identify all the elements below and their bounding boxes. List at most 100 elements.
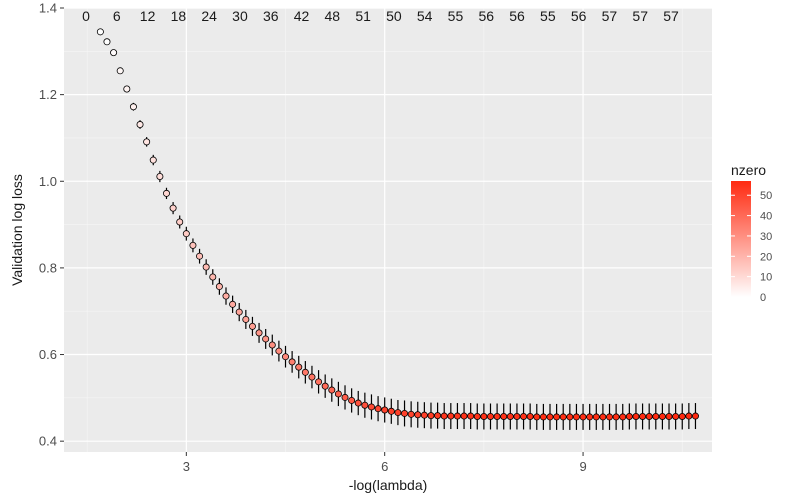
x-tick-label: 3: [183, 459, 190, 474]
data-point: [110, 49, 118, 57]
data-point: [473, 412, 481, 420]
data-point: [275, 347, 283, 355]
top-count-label: 55: [448, 8, 464, 24]
legend-tick-label: 40: [760, 211, 772, 223]
data-point: [559, 413, 567, 421]
legend-colorbar: [731, 181, 751, 297]
data-point: [215, 283, 223, 291]
data-point: [136, 121, 144, 129]
data-point: [229, 300, 237, 308]
top-count-label: 56: [571, 8, 587, 24]
x-tick-label: 9: [579, 459, 586, 474]
data-point: [440, 412, 448, 420]
y-axis-title: Validation log loss: [9, 174, 25, 286]
top-count-label: 0: [82, 8, 90, 24]
data-point: [401, 409, 409, 417]
top-count-label: 18: [171, 8, 187, 24]
y-tick-label: 0.6: [39, 347, 57, 362]
data-point: [202, 263, 210, 271]
data-point: [367, 403, 375, 411]
y-tick-label: 1.4: [39, 1, 57, 16]
top-count-label: 57: [663, 8, 679, 24]
top-count-label: 55: [540, 8, 556, 24]
data-point: [493, 412, 501, 420]
data-point: [162, 189, 170, 197]
y-tick-label: 0.4: [39, 434, 57, 449]
data-point: [295, 363, 303, 371]
data-point: [262, 335, 270, 343]
top-count-label: 50: [386, 8, 402, 24]
top-count-label: 24: [201, 8, 217, 24]
data-point: [619, 413, 627, 421]
data-point: [652, 412, 660, 420]
data-point: [467, 412, 475, 420]
data-point: [348, 396, 356, 404]
data-point: [222, 292, 230, 300]
data-point: [506, 412, 514, 420]
data-point: [486, 412, 494, 420]
data-point: [116, 67, 124, 75]
data-point: [599, 413, 607, 421]
data-point: [500, 412, 508, 420]
data-point: [334, 390, 342, 398]
data-point: [235, 308, 243, 316]
data-point: [685, 412, 693, 420]
data-point: [658, 412, 666, 420]
data-point: [321, 382, 329, 390]
legend-tick-label: 0: [760, 292, 766, 304]
top-count-label: 6: [113, 8, 121, 24]
data-point: [553, 413, 561, 421]
data-point: [513, 412, 521, 420]
data-point: [282, 353, 290, 361]
data-point: [592, 413, 600, 421]
data-point: [143, 138, 151, 146]
data-point: [301, 368, 309, 376]
data-point: [242, 315, 250, 323]
x-tick-label: 6: [381, 459, 388, 474]
data-point: [209, 273, 217, 281]
legend-title: nzero: [731, 162, 766, 178]
data-point: [566, 413, 574, 421]
top-count-label: 36: [263, 8, 279, 24]
legend-tick-label: 20: [760, 251, 772, 263]
data-point: [691, 412, 699, 420]
data-point: [394, 409, 402, 417]
data-point: [546, 413, 554, 421]
data-point: [341, 393, 349, 401]
data-point: [639, 412, 647, 420]
y-tick-label: 0.8: [39, 260, 57, 275]
plot-panel: [64, 8, 712, 452]
data-point: [288, 358, 296, 366]
data-point: [196, 252, 204, 260]
top-count-label: 30: [232, 8, 248, 24]
data-point: [533, 413, 541, 421]
data-point: [407, 410, 415, 418]
top-count-label: 48: [325, 8, 341, 24]
top-count-label: 57: [602, 8, 618, 24]
top-count-label: 56: [478, 8, 494, 24]
top-count-label: 54: [417, 8, 433, 24]
data-point: [678, 412, 686, 420]
data-point: [123, 85, 131, 93]
data-point: [632, 412, 640, 420]
data-point: [328, 386, 336, 394]
data-point: [96, 28, 104, 36]
data-point: [374, 405, 382, 413]
data-point: [586, 413, 594, 421]
data-point: [539, 413, 547, 421]
data-point: [308, 373, 316, 381]
data-point: [434, 412, 442, 420]
top-count-label: 12: [140, 8, 156, 24]
data-point: [579, 413, 587, 421]
data-point: [447, 412, 455, 420]
data-point: [268, 341, 276, 349]
y-tick-label: 1.0: [39, 174, 57, 189]
x-axis-title: -log(lambda): [349, 477, 428, 493]
data-point: [169, 204, 177, 212]
data-point: [103, 38, 111, 46]
data-point: [672, 412, 680, 420]
legend-tick-label: 50: [760, 190, 772, 202]
data-point: [606, 413, 614, 421]
data-point: [526, 412, 534, 420]
data-point: [248, 322, 256, 330]
